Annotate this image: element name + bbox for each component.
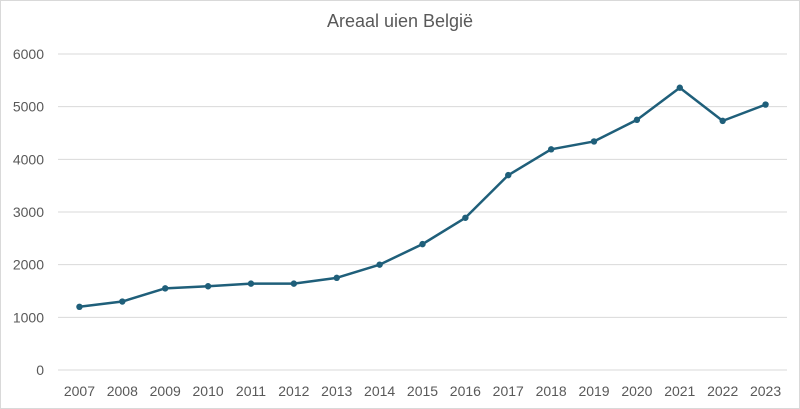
data-point: [333, 274, 340, 282]
data-point: [633, 116, 641, 124]
chart-title: Areaal uien België: [326, 11, 474, 31]
x-tick-label: 2009: [150, 383, 181, 399]
gridlines: [58, 53, 787, 371]
x-tick-label: 2011: [236, 383, 266, 399]
data-point: [762, 101, 769, 108]
y-tick-label: 4000: [13, 151, 44, 167]
data-point: [204, 283, 212, 290]
data-point: [76, 303, 83, 310]
data-point: [590, 138, 598, 145]
data-point: [547, 146, 555, 153]
x-tick-label: 2013: [321, 383, 352, 399]
y-tick-label: 5000: [13, 99, 44, 115]
data-point: [376, 261, 383, 268]
series-line: [79, 86, 767, 309]
x-tick-label: 2014: [364, 383, 395, 399]
x-tick-label: 2021: [664, 383, 695, 399]
data-point: [162, 285, 169, 292]
x-tick-label: 2008: [107, 383, 138, 399]
y-tick-label: 1000: [13, 309, 44, 325]
x-tick-label: 2023: [750, 383, 781, 399]
x-tick-label: 2019: [578, 383, 609, 399]
y-tick-label: 3000: [13, 204, 44, 220]
data-point: [719, 117, 726, 125]
y-axis-ticks: 0 1000 2000 3000 4000 5000 6000: [13, 46, 44, 378]
x-tick-label: 2015: [407, 383, 438, 399]
x-tick-label: 2010: [193, 383, 224, 399]
data-point: [119, 298, 126, 305]
x-tick-label: 2017: [493, 383, 524, 399]
y-tick-label: 0: [36, 362, 44, 378]
data-point: [419, 240, 426, 248]
data-point: [505, 171, 512, 179]
data-point: [676, 84, 683, 91]
x-tick-label: 2020: [621, 383, 652, 399]
x-tick-label: 2007: [64, 383, 95, 399]
x-tick-label: 2016: [450, 383, 481, 399]
x-axis-ticks: 2007 2008 2009 2010 2011 2012 2013 2014 2015 2016…: [64, 383, 781, 399]
data-point: [290, 280, 298, 287]
y-tick-label: 2000: [13, 257, 44, 273]
y-tick-label: 6000: [13, 46, 44, 62]
data-point: [247, 280, 255, 287]
x-tick-label: 2018: [536, 383, 567, 399]
series-area: [76, 84, 769, 310]
x-tick-label: 2022: [707, 383, 738, 399]
data-point: [462, 214, 469, 221]
x-tick-label: 2012: [278, 383, 309, 399]
